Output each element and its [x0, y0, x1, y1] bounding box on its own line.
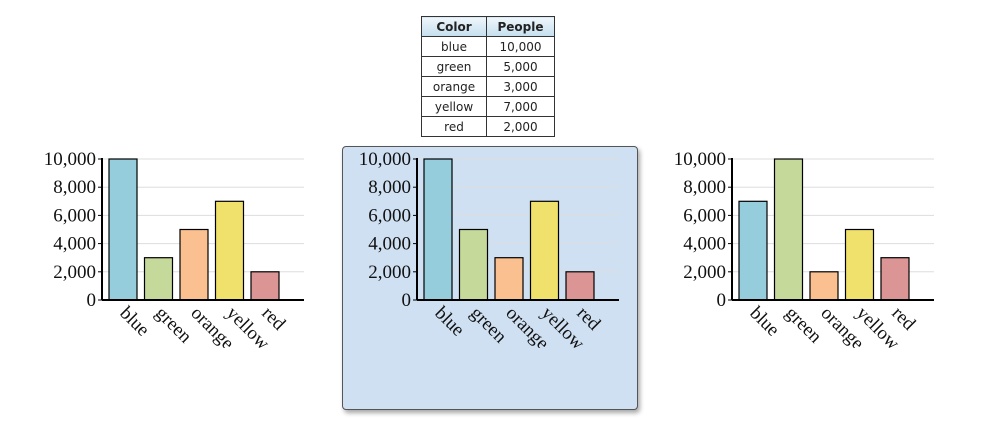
y-tick-label: 0	[402, 290, 412, 311]
y-tick-label: 10,000	[674, 149, 726, 170]
bar-chart-option-b[interactable]: 02,0004,0006,0008,00010,000bluegreenoran…	[345, 148, 625, 348]
table-cell-people: 2,000	[486, 116, 555, 137]
table-cell-people: 3,000	[486, 76, 555, 97]
bar-orange	[179, 228, 209, 301]
bar-orange	[494, 257, 524, 301]
bar-red	[880, 257, 910, 301]
column-header-people: People	[486, 16, 555, 37]
table-cell-people: 10,000	[486, 36, 555, 57]
y-tick-label: 0	[87, 290, 97, 311]
x-tick-label: green	[151, 303, 196, 348]
y-tick-label: 4,000	[368, 234, 411, 255]
bar-blue	[423, 158, 453, 301]
data-table: Color People blue 10,000 green 5,000 ora…	[421, 16, 555, 137]
x-tick-label: green	[466, 303, 511, 348]
y-tick-label: 2,000	[683, 262, 726, 283]
y-tick-label: 2,000	[53, 262, 96, 283]
table-cell-color: green	[421, 56, 487, 77]
bar-blue	[108, 158, 138, 301]
table-cell-color: yellow	[421, 96, 487, 117]
y-tick-label: 6,000	[368, 205, 411, 226]
y-tick-label: 2,000	[368, 262, 411, 283]
x-tick-label: blue	[745, 303, 783, 341]
bar-chart-option-a[interactable]: 02,0004,0006,0008,00010,000bluegreenoran…	[30, 148, 310, 348]
y-tick-label: 8,000	[368, 177, 411, 198]
bar-blue	[738, 200, 768, 301]
y-tick-label: 8,000	[683, 177, 726, 198]
bar-green	[143, 257, 174, 301]
table-cell-color: red	[421, 116, 487, 137]
table-row: blue 10,000	[421, 36, 555, 57]
bar-yellow	[529, 200, 560, 301]
table-row: yellow 7,000	[421, 96, 555, 117]
y-tick-label: 8,000	[53, 177, 96, 198]
bar-red	[250, 271, 280, 301]
table-cell-people: 5,000	[486, 56, 555, 77]
y-tick-label: 6,000	[683, 205, 726, 226]
bar-green	[773, 158, 804, 301]
bar-chart-option-c[interactable]: 02,0004,0006,0008,00010,000bluegreenoran…	[660, 148, 940, 348]
table-cell-color: blue	[421, 36, 487, 57]
y-tick-label: 10,000	[44, 149, 96, 170]
x-tick-label: blue	[115, 303, 153, 341]
bar-orange	[809, 271, 839, 301]
column-header-color: Color	[421, 16, 487, 37]
table-cell-color: orange	[421, 76, 487, 97]
table-row: orange 3,000	[421, 76, 555, 97]
table-row: red 2,000	[421, 116, 555, 137]
table-row: green 5,000	[421, 56, 555, 77]
y-tick-label: 4,000	[683, 234, 726, 255]
y-tick-label: 0	[717, 290, 727, 311]
table-cell-people: 7,000	[486, 96, 555, 117]
bar-yellow	[844, 228, 875, 301]
bar-red	[565, 271, 595, 301]
y-tick-label: 6,000	[53, 205, 96, 226]
y-tick-label: 4,000	[53, 234, 96, 255]
x-tick-label: blue	[430, 303, 468, 341]
y-tick-label: 10,000	[359, 149, 411, 170]
x-tick-label: green	[781, 303, 826, 348]
bar-green	[458, 228, 489, 301]
bar-yellow	[214, 200, 245, 301]
table-header-row: Color People	[421, 16, 555, 37]
